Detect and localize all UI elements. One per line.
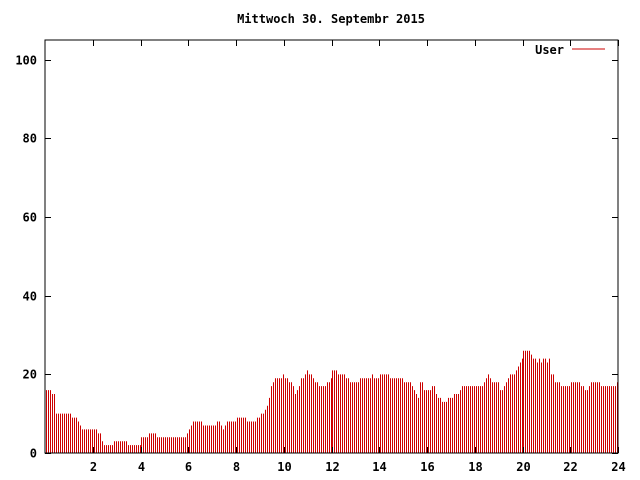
x-tick-label: 20 [516, 460, 530, 474]
y-axis: 0 20 40 60 80 100 [15, 54, 618, 461]
x-tick-label: 14 [372, 460, 386, 474]
y-tick-label: 80 [23, 132, 37, 146]
x-tick-label: 4 [138, 460, 145, 474]
y-tick-label: 60 [23, 211, 37, 225]
x-tick-label: 16 [420, 460, 434, 474]
x-tick-label: 10 [277, 460, 291, 474]
legend: User [535, 43, 605, 57]
plot-frame [44, 39, 619, 454]
y-tick-label: 0 [30, 447, 37, 461]
x-tick-label: 12 [325, 460, 339, 474]
x-tick-label: 6 [185, 460, 192, 474]
bar-series [46, 350, 618, 453]
chart-title: Mittwoch 30. Septembr 2015 [237, 12, 425, 26]
x-tick-label: 18 [468, 460, 482, 474]
y-tick-label: 20 [23, 368, 37, 382]
x-axis: 2 4 6 8 10 12 14 16 18 20 22 24 [90, 40, 626, 474]
y-tick-label: 100 [15, 54, 37, 68]
x-tick-label: 2 [90, 460, 97, 474]
legend-label: User [535, 43, 564, 57]
x-tick-label: 22 [563, 460, 577, 474]
y-tick-label: 40 [23, 290, 37, 304]
x-tick-label: 8 [233, 460, 240, 474]
x-tick-label: 24 [611, 460, 625, 474]
